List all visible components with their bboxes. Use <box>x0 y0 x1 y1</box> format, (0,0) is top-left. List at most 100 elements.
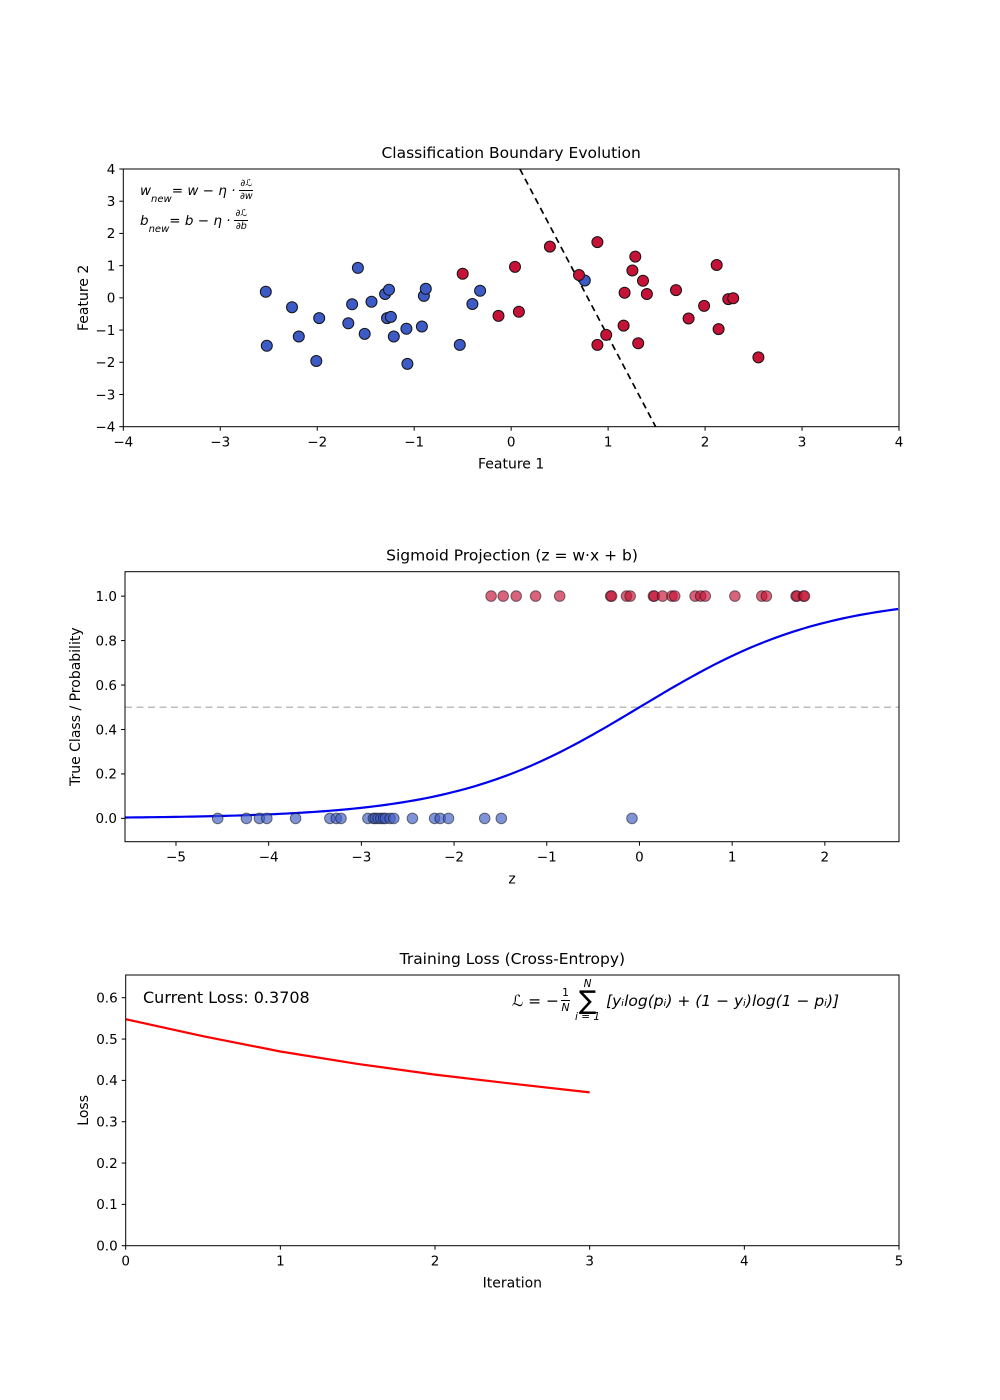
data-point-class-1 <box>712 323 725 336</box>
loss-title: Training Loss (Cross-Entropy) <box>399 950 625 968</box>
data-point-class-1 <box>492 309 505 322</box>
data-point-class-0 <box>335 812 347 825</box>
y-tick-label: 2 <box>107 226 116 242</box>
classification-xlabel: Feature 1 <box>478 457 544 473</box>
data-point-class-0 <box>406 812 419 825</box>
x-tick-label: 3 <box>585 1254 594 1270</box>
eq-b-mid: = b − η · <box>169 212 231 229</box>
data-point-class-0 <box>351 261 364 274</box>
w-update-equation: w new = w − η · ∂ℒ ∂w <box>140 178 254 205</box>
loss-curve <box>125 1018 590 1094</box>
plot-classification: −4 −3 −2 −1 0 1 2 3 4 −4 −3 −2 −1 0 1 2 3 4 Classification… <box>76 144 903 473</box>
data-point-class-1 <box>727 292 740 305</box>
y-tick-label: 0.2 <box>96 767 117 783</box>
loss-ylabel: Loss <box>76 1095 92 1126</box>
y-tick-label: 0.4 <box>96 1073 117 1089</box>
classification-title: Classification Boundary Evolution <box>381 144 640 162</box>
data-point-class-1 <box>668 590 681 602</box>
data-point-class-0 <box>383 283 395 296</box>
data-point-class-1 <box>632 337 645 350</box>
data-point-class-1 <box>543 240 556 253</box>
x-tick-label: −4 <box>259 850 279 866</box>
data-point-class-0 <box>346 298 359 311</box>
data-point-class-1 <box>637 274 649 287</box>
sigmoid-title: Sigmoid Projection (z = w·x + b) <box>386 547 638 565</box>
data-point-class-0 <box>259 285 272 298</box>
x-tick-label: −3 <box>210 435 230 451</box>
x-tick-label: −1 <box>537 850 557 866</box>
data-point-class-0 <box>358 327 371 340</box>
data-point-class-1 <box>798 590 811 602</box>
x-tick-label: 1 <box>276 1254 285 1270</box>
y-tick-label: −4 <box>95 420 115 436</box>
plot-sigmoid: −5 −4 −3 −2 −1 0 1 2 0.0 0.2 0.4 0.6 0.8 1.0 Sigmoid P… <box>68 547 900 888</box>
data-point-class-1 <box>760 590 773 602</box>
data-point-class-1 <box>640 288 653 300</box>
gradient-update-equations: w new = w − η · ∂ℒ ∂w b new = b − η · ∂ℒ ∂b <box>140 178 254 235</box>
data-point-class-1 <box>698 299 711 312</box>
y-tick-label: 0.3 <box>96 1115 117 1131</box>
data-point-class-1 <box>497 590 510 602</box>
decision-boundary-line <box>519 168 657 428</box>
data-point-class-1 <box>617 319 630 332</box>
data-point-class-0 <box>310 355 323 367</box>
x-tick-label: 0 <box>121 1254 130 1270</box>
points-class-1 <box>456 236 765 364</box>
data-point-class-0 <box>401 357 414 370</box>
data-point-class-1 <box>682 312 695 325</box>
data-point-class-1 <box>670 284 682 297</box>
y-tick-label: −1 <box>95 323 115 339</box>
x-tick-label: −2 <box>307 435 327 451</box>
sigmoid-axes-frame <box>124 571 900 843</box>
y-tick-label: 0.6 <box>96 678 117 694</box>
eq-b-subscript: new <box>148 223 170 235</box>
x-tick-label: 3 <box>798 435 807 451</box>
data-point-class-1 <box>485 590 497 602</box>
data-point-class-0 <box>292 330 305 343</box>
y-tick-label: 0.0 <box>96 811 117 827</box>
y-tick-label: −3 <box>95 387 115 403</box>
data-point-class-1 <box>573 269 585 281</box>
data-point-class-1 <box>710 259 723 271</box>
data-point-class-0 <box>478 812 491 825</box>
data-point-class-0 <box>240 812 253 825</box>
loss-axes-frame <box>125 974 900 1247</box>
points-class-0-projection <box>211 812 638 825</box>
plot-loss: 0 1 2 3 4 5 0.0 0.1 0.2 0.3 0.4 0.5 0.6 Training Loss… <box>76 950 903 1292</box>
data-point-class-1 <box>591 236 604 249</box>
data-point-class-1 <box>529 590 542 602</box>
formula-body: [yᵢlog(pᵢ) + (1 − yᵢ)log(1 − pᵢ)] <box>606 991 840 1010</box>
y-tick-label: −2 <box>95 355 115 371</box>
data-point-class-1 <box>553 590 566 602</box>
x-tick-label: 0 <box>507 435 516 451</box>
eq-w-fraction: ∂ℒ ∂w <box>239 178 254 203</box>
eq-b-lhs: b <box>140 212 149 229</box>
y-tick-label: 0.5 <box>96 1032 117 1048</box>
x-tick-label: −3 <box>351 850 371 866</box>
data-point-class-0 <box>626 812 638 825</box>
x-tick-label: 2 <box>821 850 830 866</box>
data-point-class-0 <box>365 295 378 308</box>
data-point-class-0 <box>261 812 273 825</box>
sigmoid-ylabel: True Class / Probability <box>68 627 84 787</box>
sigmoid-curve <box>124 607 899 819</box>
data-point-class-0 <box>415 320 428 333</box>
y-tick-label: 1 <box>107 258 116 274</box>
formula-lhs: ℒ = − <box>512 991 559 1010</box>
data-point-class-1 <box>509 260 521 273</box>
data-point-class-0 <box>388 812 400 825</box>
data-point-class-0 <box>211 812 224 825</box>
eq-w-mid: = w − η · <box>171 182 236 199</box>
x-tick-label: 1 <box>604 435 613 451</box>
x-tick-label: 4 <box>740 1254 749 1270</box>
data-point-class-0 <box>400 322 413 335</box>
data-point-class-1 <box>629 250 642 263</box>
data-point-class-1 <box>456 267 469 280</box>
data-point-class-0 <box>342 317 355 330</box>
x-tick-label: 2 <box>701 435 710 451</box>
summation-symbol: N ∑ i = 1 <box>575 978 601 1023</box>
